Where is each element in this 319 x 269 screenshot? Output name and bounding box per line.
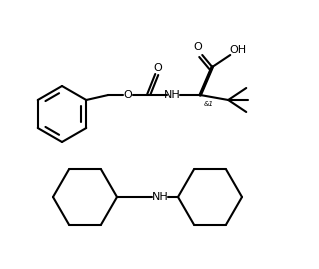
Text: O: O [194,42,203,52]
Text: NH: NH [164,90,181,100]
Text: O: O [154,63,163,73]
Text: O: O [124,90,133,100]
Text: OH: OH [230,45,247,55]
Text: &1: &1 [203,101,213,107]
Text: NH: NH [152,192,168,202]
